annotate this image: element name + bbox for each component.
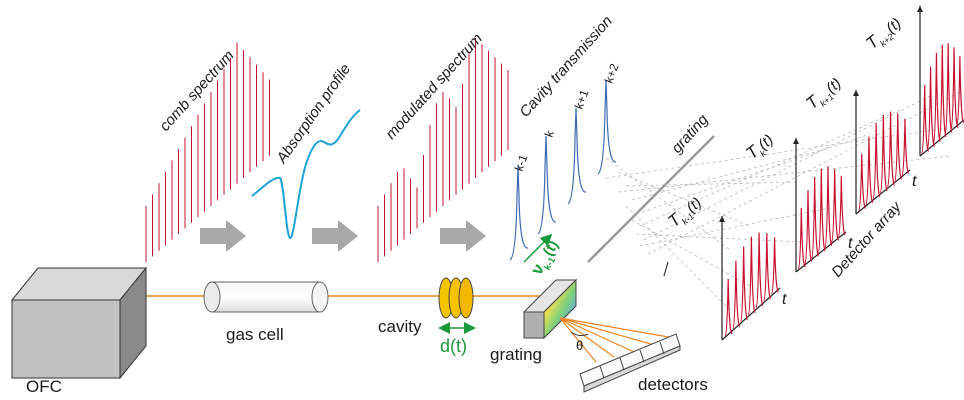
trace-line: [635, 133, 871, 215]
cavity-plates-icon: [438, 277, 474, 319]
detector-signal-panel: t Tk+1(t): [802, 73, 917, 215]
transmission-peak: [509, 165, 529, 261]
upper-grating-label: grating: [668, 111, 712, 157]
detector-signal-label: Tk+2(t): [862, 13, 906, 55]
scan-frequency-arrow: [523, 233, 553, 263]
transmission-peak: [597, 79, 617, 175]
trace-line: [617, 155, 951, 193]
diffracted-rays: [559, 317, 675, 363]
time-axis-label: t: [782, 291, 787, 308]
cavity-label: cavity: [378, 317, 422, 336]
trace-line: [625, 205, 731, 311]
detector-array-icon: [579, 333, 681, 393]
trace-line: [639, 207, 831, 247]
upper-theta-tick: [663, 261, 669, 277]
scan-frequency-label: ν k-1 (t): [527, 237, 562, 278]
theta-label: θ: [576, 338, 583, 353]
trace-line: [631, 147, 831, 201]
trace-line: [643, 95, 931, 241]
cavity-length-label: d(t): [440, 336, 467, 356]
detector-signal-label: Tk(t): [742, 130, 778, 166]
signal-pulse-train: [797, 166, 846, 270]
cavity-peak-label: k+2: [602, 61, 622, 85]
trace-line: [625, 181, 801, 187]
detector-signal-panel: tTk-1(t): [664, 194, 787, 341]
process-arrow-icon: [200, 220, 486, 252]
signal-pulse-train: [921, 43, 964, 154]
grating-to-detector-traces: [605, 91, 961, 311]
trace-line: [605, 125, 961, 179]
comb-spectrum-lines: [145, 42, 270, 262]
ofc-box-icon: [10, 266, 148, 380]
comb-spectrum-label: comb spectrum: [156, 47, 237, 135]
theta-arc: [570, 331, 589, 337]
svg-text:(t): (t): [540, 237, 562, 258]
time-axis-label: t: [912, 173, 917, 190]
trace-line: [631, 219, 751, 287]
cavity-peak-labels: k-1 k k+1 k+2: [512, 61, 622, 173]
gas-cell-label: gas cell: [226, 325, 284, 344]
modulated-spectrum-label: modulated spectrum: [382, 30, 486, 142]
cavity-peak-label: k+1: [572, 87, 592, 111]
signal-pulse-train: [858, 111, 910, 211]
ofc-label: OFC: [26, 377, 62, 396]
upper-grating-line: [587, 135, 715, 263]
detector-array-label: Detector array: [828, 198, 905, 281]
gas-cell-icon: [203, 281, 329, 313]
transmission-peak: [567, 107, 587, 205]
absorption-profile-label: Absorption profile: [273, 61, 354, 167]
transmission-peak: [537, 135, 557, 235]
detectors-label: detectors: [638, 375, 708, 394]
detector-signal-panels: tTk-1(t)tTk(t)tTk+1(t)tTk+2(t): [664, 6, 964, 341]
trace-line: [647, 91, 961, 255]
time-axis-label: t: [848, 235, 853, 252]
cavity-peak-label: k: [542, 128, 558, 139]
grating-icon: [522, 278, 578, 340]
trace-line: [605, 157, 731, 251]
cavity-transmission-label: Cavity transmission: [516, 13, 616, 121]
grating-label: grating: [490, 345, 542, 364]
detector-signal-panel: tTk+2(t): [862, 6, 964, 157]
modulated-spectrum-lines: [377, 38, 509, 262]
cavity-transmission-peaks: [509, 79, 617, 261]
signal-pulse-train: [724, 232, 780, 337]
detector-signal-label: Tk+1(t): [802, 73, 846, 115]
absorption-profile-curve: [251, 109, 361, 240]
cavity-peak-label: k-1: [512, 152, 531, 173]
